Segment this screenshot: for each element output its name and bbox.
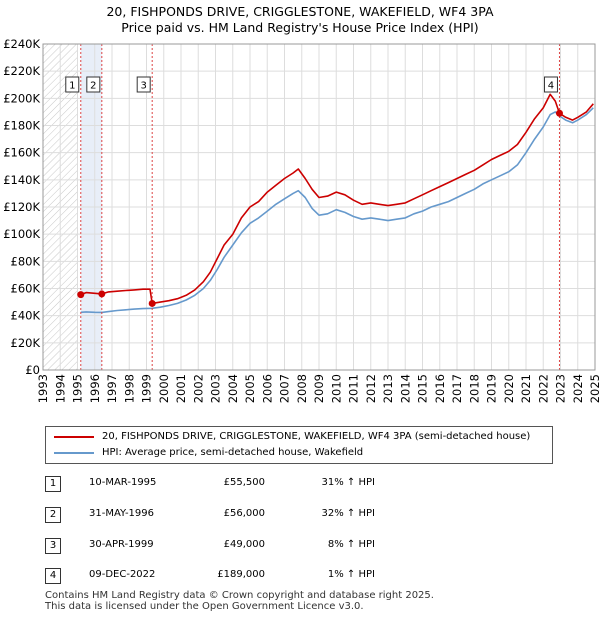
sale-point	[98, 290, 106, 298]
x-tick-label: 2003	[209, 374, 223, 403]
price-chart: 1 2 3 4 £0 £20K £40K £60K £80K £100K £120K £140K £1…	[3, 37, 600, 403]
sale-row-3: 3 30-APR-1999 £49,000 8% ↑ HPI	[45, 536, 445, 556]
x-tick-label: 2008	[295, 374, 309, 403]
x-tick-label: 2018	[467, 374, 481, 403]
y-tick-label: £140K	[3, 173, 40, 187]
y-tick-label: £240K	[3, 37, 40, 51]
sale-date: 30-APR-1999	[89, 539, 154, 550]
sale-point	[77, 291, 85, 299]
sale-hpi-change: 31% ↑ HPI	[321, 477, 375, 488]
x-tick-label: 1994	[53, 374, 67, 403]
sale-hpi-change: 8% ↑ HPI	[327, 539, 375, 550]
x-tick-label: 2022	[536, 374, 550, 403]
x-tick-label: 2024	[571, 374, 585, 403]
sale-price: £56,000	[223, 508, 265, 519]
legend-hpi-label: HPI: Average price, semi-detached house,…	[102, 447, 364, 458]
sale-hpi-change: 32% ↑ HPI	[321, 508, 375, 519]
x-tick-label: 2013	[381, 374, 395, 403]
y-tick-label: £60K	[11, 282, 41, 296]
sale-number-badge: 4	[45, 568, 61, 584]
footer-copyright: Contains HM Land Registry data © Crown c…	[45, 590, 434, 601]
sale-marker-label: 3	[141, 81, 147, 92]
plot-frame	[42, 43, 596, 371]
y-tick-label: £20K	[11, 336, 41, 350]
sale-date: 09-DEC-2022	[89, 569, 156, 580]
legend-price-label: 20, FISHPONDS DRIVE, CRIGGLESTONE, WAKEF…	[102, 431, 531, 442]
x-tick-label: 2015	[416, 374, 430, 403]
sale-number-badge: 3	[45, 538, 61, 554]
y-tick-label: £80K	[11, 254, 41, 268]
chart-subtitle: Price paid vs. HM Land Registry's House …	[121, 20, 479, 35]
x-tick-label: 2021	[519, 374, 533, 403]
sale-row-4: 4 09-DEC-2022 £189,000 1% ↑ HPI	[45, 566, 445, 586]
sale-date: 10-MAR-1995	[89, 477, 157, 488]
sale-marker-label: 4	[548, 81, 554, 92]
y-tick-label: £120K	[3, 200, 40, 214]
x-tick-label: 2020	[502, 374, 516, 403]
y-tick-label: £0	[25, 363, 40, 377]
x-tick-label: 2019	[485, 374, 499, 403]
sale-marker-box	[86, 76, 101, 93]
x-tick-label: 1997	[105, 374, 119, 403]
sale-price: £49,000	[223, 539, 265, 550]
sale-number-badge: 1	[45, 476, 61, 492]
x-tick-label: 2017	[450, 374, 464, 403]
legend-price-swatch	[54, 436, 94, 438]
sale-marker-box	[136, 76, 151, 93]
y-tick-label: £220K	[3, 64, 40, 78]
y-tick-label: £200K	[3, 91, 40, 105]
sale-marker-label: 1	[69, 81, 75, 92]
x-tick-label: 2000	[157, 374, 171, 403]
y-tick-label: £160K	[3, 146, 40, 160]
sale-price: £189,000	[217, 569, 265, 580]
sale-date: 31-MAY-1996	[89, 508, 155, 519]
x-tick-label: 1993	[36, 374, 50, 403]
sale-marker-box	[65, 76, 80, 93]
sale-marker-label: 2	[90, 81, 96, 92]
x-tick-label: 1996	[88, 374, 102, 403]
x-tick-label: 1998	[122, 374, 136, 403]
chart-legend: 20, FISHPONDS DRIVE, CRIGGLESTONE, WAKEF…	[45, 426, 553, 464]
sale-point	[555, 109, 563, 117]
x-tick-label: 2004	[226, 374, 240, 403]
sale-number-badge: 2	[45, 507, 61, 523]
x-tick-label: 2007	[278, 374, 292, 403]
x-tick-label: 2023	[554, 374, 568, 403]
x-tick-label: 2016	[433, 374, 447, 403]
x-tick-label: 2002	[191, 374, 205, 403]
x-tick-label: 2011	[347, 374, 361, 403]
x-tick-label: 2009	[312, 374, 326, 403]
x-tick-label: 2025	[588, 374, 600, 403]
x-tick-label: 2014	[398, 374, 412, 403]
footer-licence: This data is licensed under the Open Gov…	[45, 601, 364, 612]
y-tick-label: £100K	[3, 227, 40, 241]
x-tick-label: 1995	[71, 374, 85, 403]
x-tick-label: 1999	[140, 374, 154, 403]
sale-hpi-change: 1% ↑ HPI	[327, 569, 375, 580]
x-tick-label: 2012	[364, 374, 378, 403]
sale-row-1: 1 10-MAR-1995 £55,500 31% ↑ HPI	[45, 474, 445, 494]
y-tick-label: £180K	[3, 119, 40, 133]
sale-marker-box	[543, 76, 558, 93]
chart-title: 20, FISHPONDS DRIVE, CRIGGLESTONE, WAKEF…	[106, 4, 494, 19]
sale-row-2: 2 31-MAY-1996 £56,000 32% ↑ HPI	[45, 505, 445, 525]
sale-price: £55,500	[223, 477, 265, 488]
x-tick-label: 2006	[260, 374, 274, 403]
legend-hpi-swatch	[54, 452, 94, 454]
sale-point	[148, 299, 156, 307]
y-tick-label: £40K	[11, 309, 41, 323]
x-tick-label: 2005	[243, 374, 257, 403]
hpi-line	[80, 107, 594, 314]
price-paid-line	[80, 93, 594, 305]
x-tick-label: 2001	[174, 374, 188, 403]
x-tick-label: 2010	[329, 374, 343, 403]
